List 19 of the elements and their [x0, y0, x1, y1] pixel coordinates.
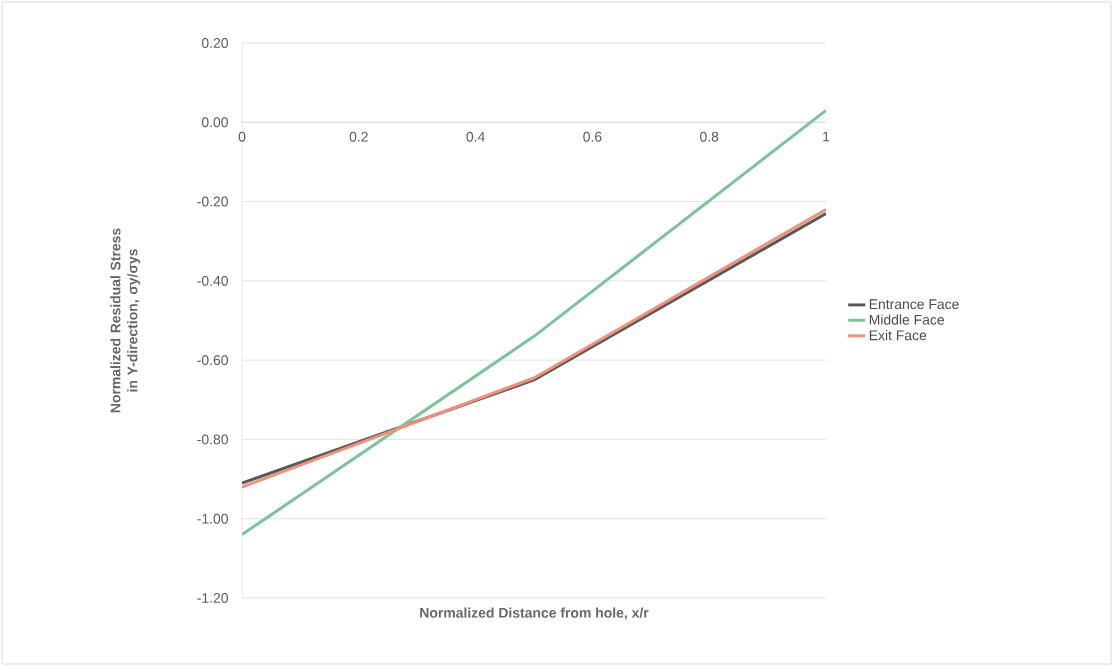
x-tick-label: 1 — [823, 131, 830, 142]
y-tick-label: -1.00 — [197, 513, 228, 524]
x-tick-label: 0.4 — [466, 131, 485, 142]
y-tick-label: 0.20 — [201, 38, 228, 48]
legend-label: Exit Face — [869, 330, 927, 341]
y-tick-label: -0.80 — [197, 434, 228, 445]
x-axis-title: Normalized Distance from hole, x/r — [420, 607, 649, 620]
x-tick-label: 0 — [238, 131, 246, 142]
legend-label: Middle Face — [869, 314, 945, 325]
y-tick-label: -0.20 — [197, 196, 228, 207]
legend-label: Entrance Face — [869, 299, 959, 310]
y-tick-label: 0.00 — [201, 117, 228, 128]
y-tick-label: -0.60 — [197, 355, 228, 366]
x-tick-label: 0.2 — [349, 131, 368, 142]
x-tick-label: 0.6 — [583, 131, 602, 142]
x-tick-label: 0.8 — [700, 131, 719, 142]
y-tick-label: -1.20 — [197, 593, 228, 603]
y-axis-title: Normalized Residual Stress in Y-direction, σy/σys — [110, 228, 141, 413]
y-tick-label: -0.40 — [197, 275, 228, 286]
